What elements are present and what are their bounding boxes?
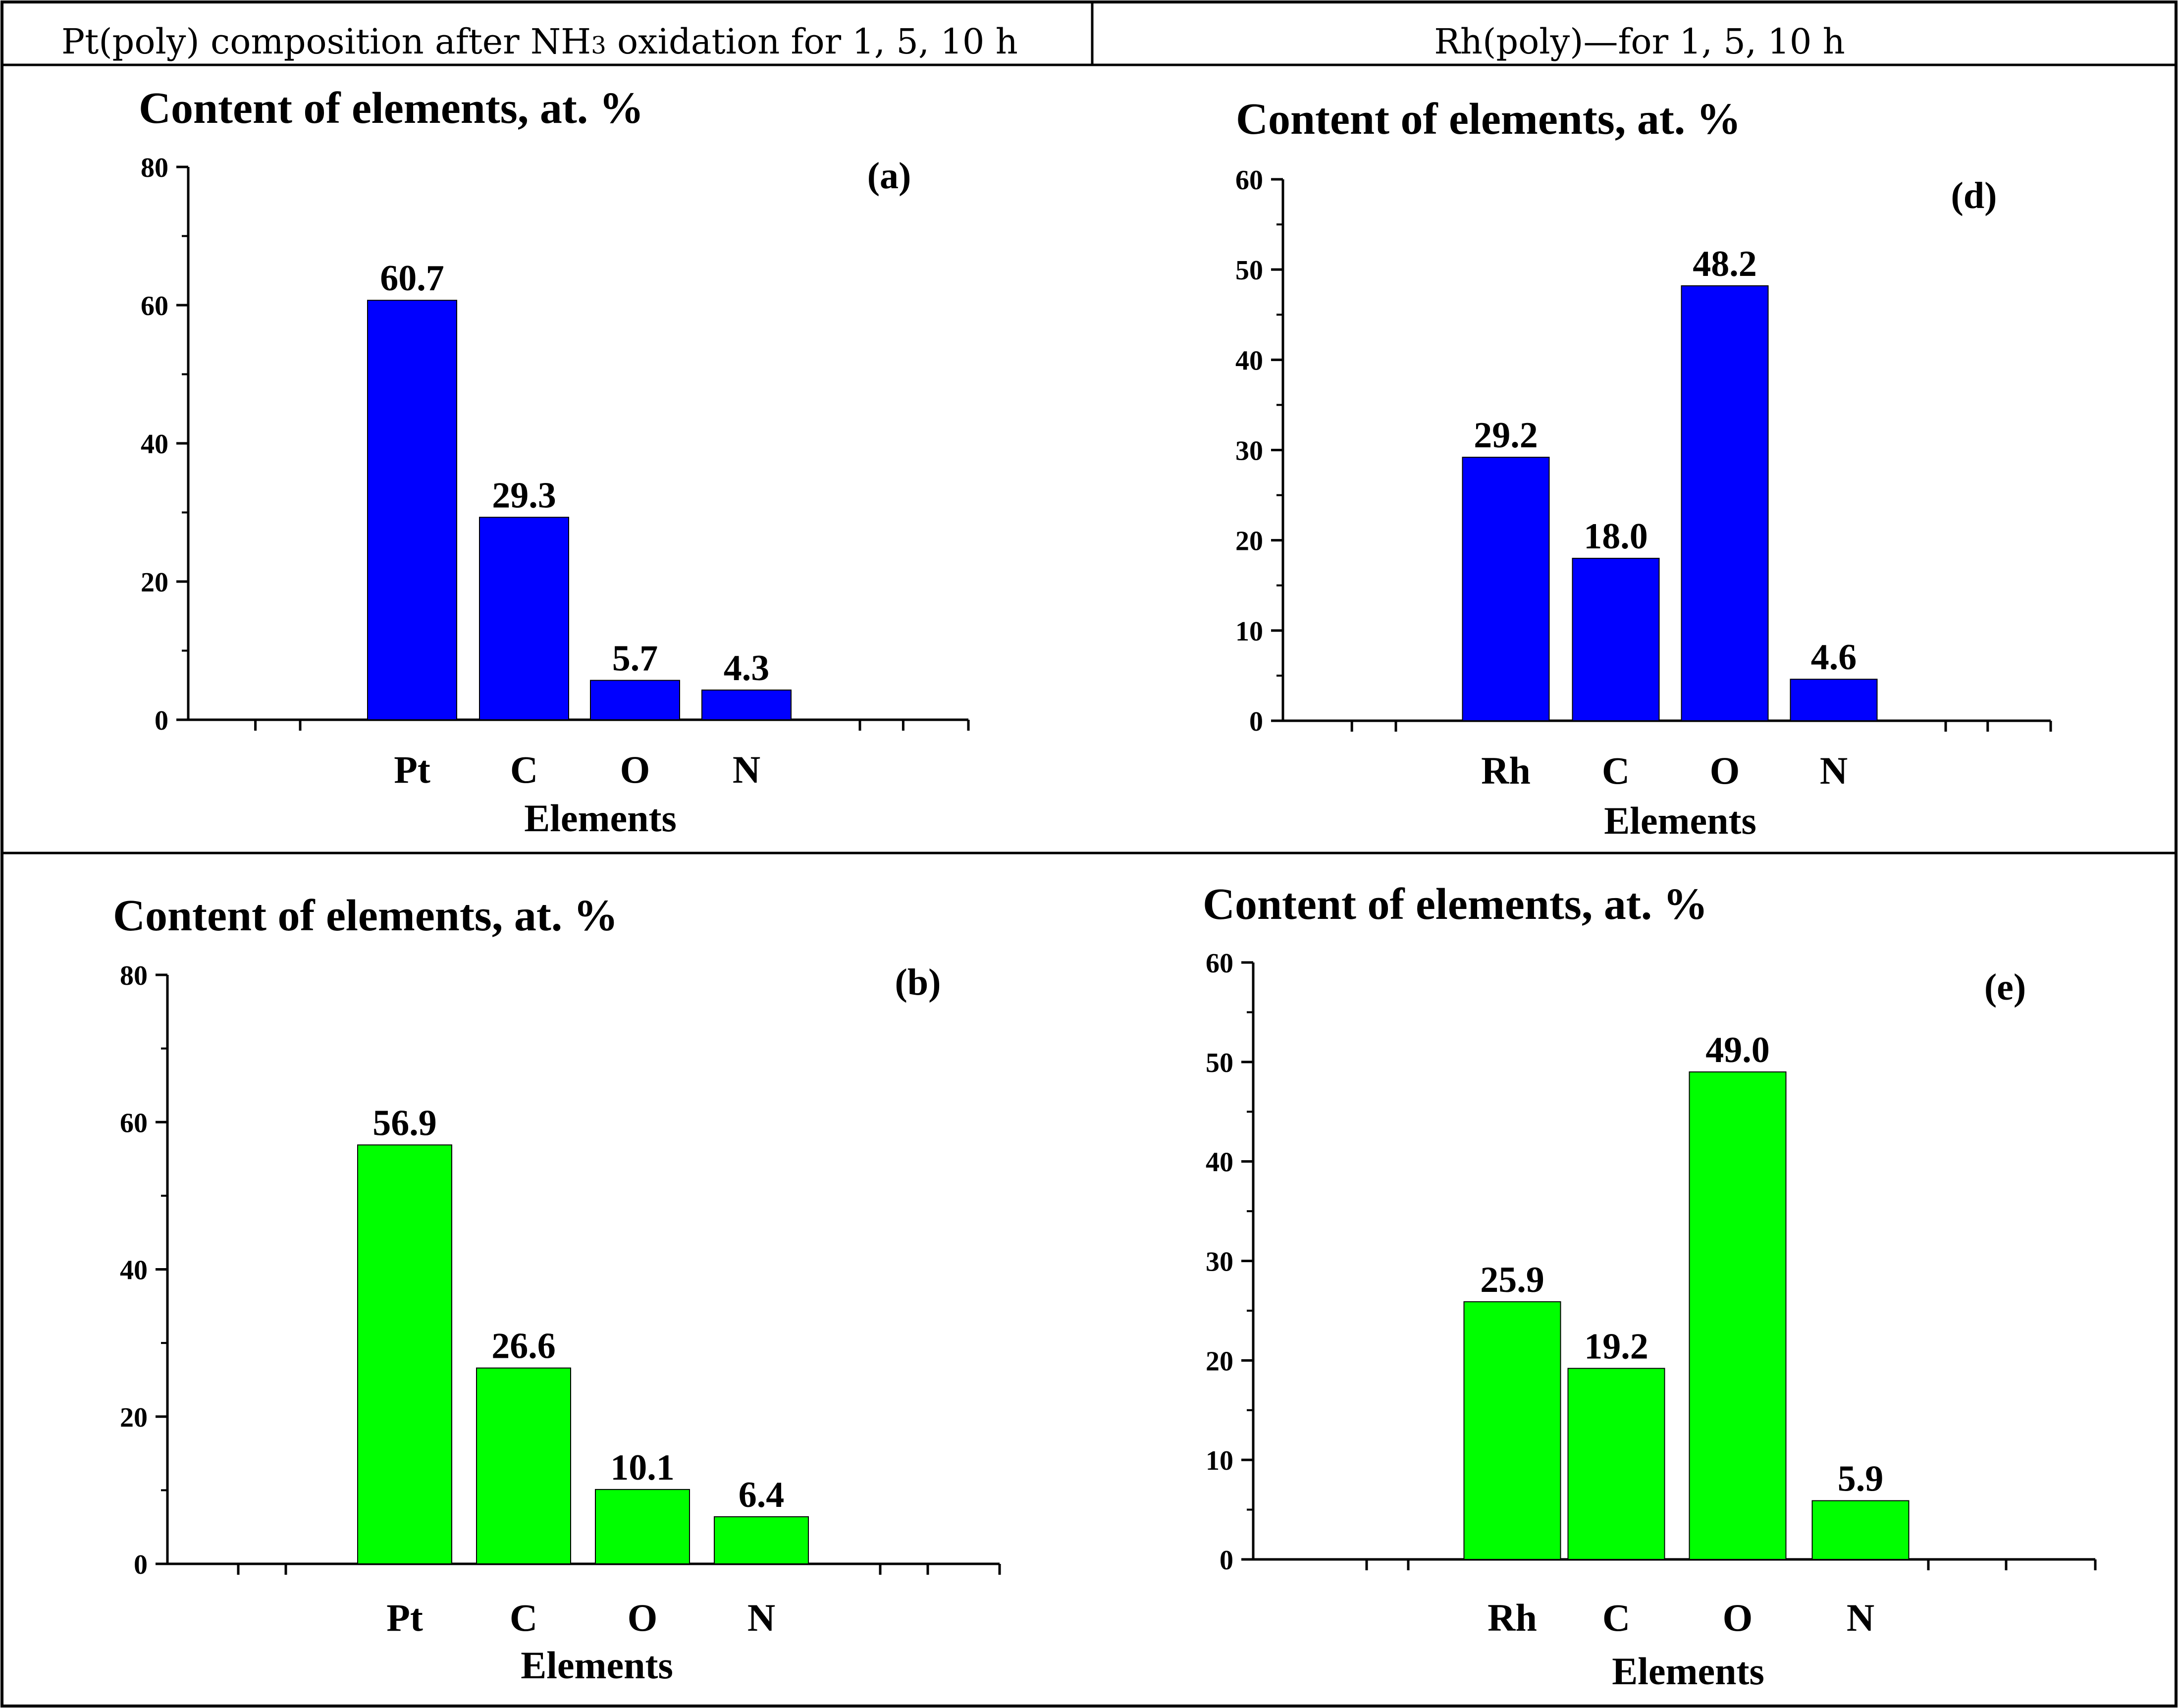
data-label: 6.4 bbox=[739, 1475, 785, 1515]
bar-o bbox=[590, 680, 680, 720]
chart-title: Content of elements, at. % bbox=[1203, 880, 1708, 929]
y-tick-label: 60 bbox=[141, 291, 168, 321]
y-tick-label: 0 bbox=[134, 1549, 148, 1580]
bar-o bbox=[1681, 285, 1769, 721]
x-tick-label: O bbox=[1710, 749, 1740, 792]
bar-c bbox=[476, 1367, 571, 1564]
x-tick-label: N bbox=[733, 748, 760, 791]
bar-o bbox=[595, 1489, 690, 1564]
y-tick-label: 30 bbox=[1206, 1247, 1233, 1278]
panel-label: (d) bbox=[1951, 175, 1997, 216]
chart-b: Content of elements, at. % (b) 0 20 40 60 80 56… bbox=[113, 891, 1001, 1687]
y-tick-label: 0 bbox=[1249, 706, 1263, 737]
bar-n bbox=[1811, 1500, 1910, 1560]
bar-c bbox=[1567, 1368, 1665, 1560]
header-right: Rh(poly)—for 1, 5, 10 h bbox=[1434, 21, 1845, 62]
y-tick-label: 20 bbox=[1206, 1346, 1233, 1377]
x-tick-label: C bbox=[1602, 749, 1630, 792]
data-label: 60.7 bbox=[380, 258, 444, 299]
chart-title: Content of elements, at. % bbox=[139, 84, 644, 133]
data-label: 29.3 bbox=[492, 475, 556, 516]
data-label: 4.6 bbox=[1811, 637, 1857, 678]
data-label: 25.9 bbox=[1480, 1260, 1544, 1300]
data-label: 26.6 bbox=[491, 1326, 556, 1367]
y-tick-label: 60 bbox=[1206, 948, 1233, 979]
x-tick-label: Rh bbox=[1487, 1596, 1537, 1639]
panel-label: (a) bbox=[867, 155, 911, 197]
y-tick-label: 10 bbox=[1206, 1445, 1233, 1476]
x-tick-label: Pt bbox=[386, 1596, 423, 1639]
x-axis-label: Elements bbox=[524, 797, 677, 840]
data-label: 29.2 bbox=[1474, 415, 1538, 456]
data-label: 5.9 bbox=[1838, 1459, 1884, 1499]
y-tick-label: 20 bbox=[120, 1402, 148, 1433]
x-tick-label: N bbox=[747, 1596, 775, 1639]
y-tick-label: 80 bbox=[141, 153, 168, 183]
charts-group: Content of elements, at. % (a) 0 20 40 60 80 60… bbox=[113, 84, 2097, 1693]
data-label: 10.1 bbox=[610, 1447, 675, 1488]
x-axis-label: Elements bbox=[521, 1644, 673, 1687]
y-tick-label: 20 bbox=[1235, 526, 1263, 557]
y-tick-label: 40 bbox=[141, 429, 168, 460]
panel-label: (b) bbox=[895, 961, 941, 1003]
bar-c bbox=[479, 517, 569, 720]
x-tick-label: O bbox=[628, 1596, 658, 1639]
y-tick-label: 80 bbox=[120, 961, 148, 991]
bar-c bbox=[1572, 558, 1660, 721]
bar-o bbox=[1689, 1071, 1787, 1560]
y-tick-label: 60 bbox=[120, 1108, 148, 1138]
x-tick-label: Rh bbox=[1481, 749, 1531, 792]
header-left: Pt(poly) composition after NH3 oxidation… bbox=[61, 21, 1018, 62]
y-tick-label: 50 bbox=[1235, 255, 1263, 286]
data-label: 56.9 bbox=[372, 1103, 437, 1143]
y-tick-label: 20 bbox=[141, 567, 168, 598]
bar-n bbox=[1790, 679, 1878, 722]
x-axis-label: Elements bbox=[1604, 799, 1756, 842]
data-label: 5.7 bbox=[612, 638, 658, 679]
bar-rh bbox=[1462, 457, 1550, 721]
y-tick-label: 0 bbox=[1220, 1545, 1233, 1576]
y-tick-label: 10 bbox=[1235, 616, 1263, 647]
y-tick-label: 40 bbox=[1206, 1147, 1233, 1178]
y-tick-label: 40 bbox=[1235, 345, 1263, 376]
data-label: 48.2 bbox=[1693, 244, 1757, 284]
chart-title: Content of elements, at. % bbox=[113, 891, 618, 940]
bar-pt bbox=[357, 1144, 452, 1564]
x-tick-label: Pt bbox=[394, 748, 430, 791]
data-label: 4.3 bbox=[724, 648, 770, 689]
data-label: 18.0 bbox=[1584, 516, 1648, 557]
x-tick-label: C bbox=[510, 748, 538, 791]
data-label: 19.2 bbox=[1584, 1326, 1648, 1367]
bar-n bbox=[714, 1516, 809, 1564]
x-tick-label: O bbox=[1723, 1596, 1753, 1639]
x-tick-label: N bbox=[1847, 1596, 1874, 1639]
x-axis-label: Elements bbox=[1612, 1650, 1764, 1693]
chart-title: Content of elements, at. % bbox=[1236, 95, 1741, 144]
x-tick-label: O bbox=[620, 748, 650, 791]
chart-d: Content of elements, at. % (d) 0 10 20 30 40 50… bbox=[1235, 95, 2052, 842]
y-tick-label: 40 bbox=[120, 1255, 148, 1286]
bar-pt bbox=[367, 300, 457, 720]
x-tick-label: C bbox=[510, 1596, 537, 1639]
y-tick-label: 0 bbox=[155, 705, 168, 736]
chart-a: Content of elements, at. % (a) 0 20 40 60 80 60… bbox=[139, 84, 970, 840]
panel-label: (e) bbox=[1984, 966, 2026, 1008]
y-tick-label: 50 bbox=[1206, 1048, 1233, 1078]
bar-n bbox=[701, 690, 792, 721]
data-label: 49.0 bbox=[1705, 1030, 1770, 1070]
y-tick-label: 30 bbox=[1235, 436, 1263, 467]
x-tick-label: C bbox=[1602, 1596, 1630, 1639]
x-tick-label: N bbox=[1820, 749, 1848, 792]
bar-rh bbox=[1463, 1301, 1561, 1560]
chart-e: Content of elements, at. % (e) 0 10 20 30 40 50… bbox=[1203, 880, 2097, 1693]
y-tick-label: 60 bbox=[1235, 165, 1263, 196]
